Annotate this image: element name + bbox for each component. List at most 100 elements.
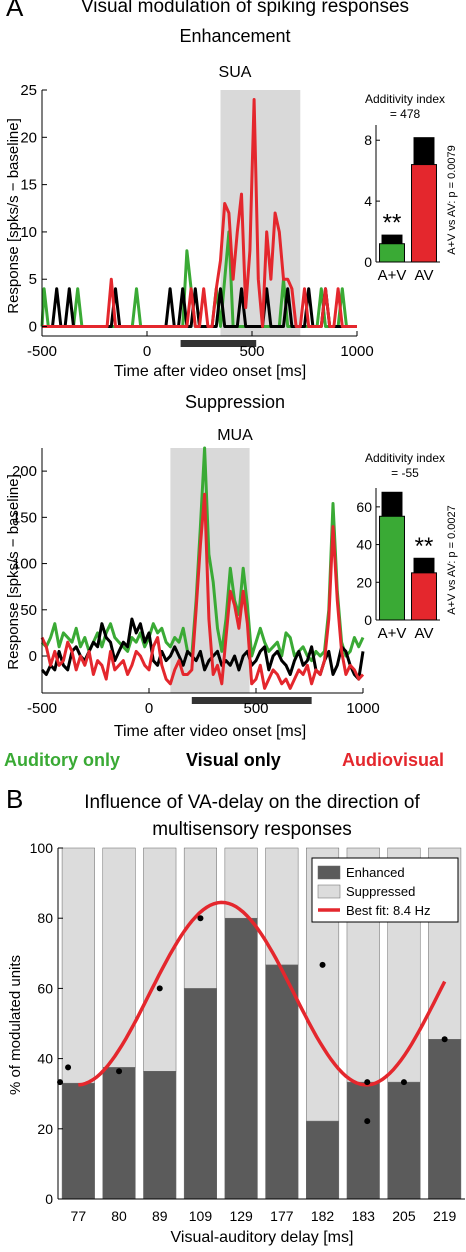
suppressed-bar-80 xyxy=(102,847,136,1068)
data-point xyxy=(156,985,163,992)
panel-b-label: B xyxy=(6,784,23,814)
va-delay-title-line-2: multisensory responses xyxy=(152,819,352,840)
y-tick-label: 15 xyxy=(20,177,37,194)
va-delay-ylabel: % of modulated units xyxy=(7,955,24,1095)
y-tick-label: 10 xyxy=(20,224,37,241)
series-line-auditory xyxy=(40,230,357,328)
mua-xlabel: Time after video onset [ms] xyxy=(114,723,306,740)
y-tick-label: 60 xyxy=(37,980,53,996)
mua-ylabel: Response [spks/s − baseline] xyxy=(5,474,22,670)
enhanced-bar-77 xyxy=(61,1082,95,1200)
data-point xyxy=(197,915,204,922)
enhanced-bar-183 xyxy=(346,1081,380,1200)
legend-enhanced-label: Enhanced xyxy=(346,865,405,880)
va-delay-xlabel: Visual-auditory delay [ms] xyxy=(171,1229,354,1246)
series-legend: Auditory only Visual only Audiovisual xyxy=(0,750,466,774)
enhanced-bar-80 xyxy=(102,1067,136,1200)
stimulus-bar xyxy=(191,697,312,704)
data-point xyxy=(441,1036,448,1043)
data-point xyxy=(116,1068,123,1075)
enhanced-bar-219 xyxy=(428,1039,462,1200)
y-tick-label: 20 xyxy=(356,574,372,590)
data-point xyxy=(65,1064,72,1071)
error-bar-AV xyxy=(413,137,435,165)
y-tick-label: 8 xyxy=(364,132,372,148)
sua-subtitle: SUA xyxy=(219,64,252,81)
x-tick-label: 77 xyxy=(71,1208,87,1224)
legend-suppressed-swatch xyxy=(317,884,341,899)
sua-bars-ylabel: A+V vs AV: p = 0.0079 xyxy=(446,145,458,254)
y-tick-label: 20 xyxy=(37,1121,53,1137)
bar-category-label: AV xyxy=(415,625,434,642)
x-tick-label: 109 xyxy=(189,1208,213,1224)
x-tick-label: 205 xyxy=(392,1208,416,1224)
x-tick-label: 1000 xyxy=(340,343,373,360)
va-delay-legend: Enhanced Suppressed Best fit: 8.4 Hz xyxy=(311,857,459,923)
y-tick-label: 40 xyxy=(356,537,372,553)
y-tick-label: 100 xyxy=(12,556,37,573)
data-point xyxy=(364,1079,371,1086)
y-tick-label: 0 xyxy=(29,648,37,665)
series-line-audiovisual xyxy=(42,98,357,328)
bar-A+V xyxy=(379,515,405,621)
y-tick-label: 0 xyxy=(364,612,372,628)
sua-xlabel: Time after video onset [ms] xyxy=(114,363,306,380)
mua-bars-title: Additivity index xyxy=(365,451,445,465)
significance-marker: ** xyxy=(415,533,434,560)
error-bar-AV xyxy=(413,557,435,573)
x-tick-label: 80 xyxy=(111,1208,127,1224)
enhanced-bar-205 xyxy=(387,1081,421,1200)
sua-ylabel: Response [spks/s − baseline] xyxy=(5,118,22,314)
data-point xyxy=(319,961,326,968)
enhanced-bar-177 xyxy=(265,964,299,1200)
y-tick-label: 0 xyxy=(45,1191,53,1207)
y-tick-label: 100 xyxy=(30,840,54,856)
y-tick-label: 25 xyxy=(20,82,37,99)
best-fit-curve xyxy=(78,900,447,1087)
y-tick-label: 20 xyxy=(20,129,37,146)
y-tick-label: 0 xyxy=(29,319,37,336)
legend-best-fit-label: Best fit: 8.4 Hz xyxy=(346,903,431,918)
bar-category-label: A+V xyxy=(378,267,407,284)
suppressed-bar-177 xyxy=(265,847,299,966)
x-tick-label: 500 xyxy=(239,343,264,360)
x-tick-label: -500 xyxy=(27,700,57,717)
x-tick-label: 89 xyxy=(152,1208,168,1224)
x-tick-label: -500 xyxy=(27,343,57,360)
bar-category-label: A+V xyxy=(378,625,407,642)
legend-enhanced-swatch xyxy=(317,865,341,880)
y-tick-label: 50 xyxy=(20,602,37,619)
x-tick-label: 177 xyxy=(270,1208,294,1224)
mua-bars-subtitle: = -55 xyxy=(391,466,419,480)
data-point xyxy=(57,1079,64,1086)
series-line-audiovisual xyxy=(40,492,365,690)
suppressed-bar-89 xyxy=(143,847,177,1072)
legend-audiovisual: Audiovisual xyxy=(342,750,445,770)
bar-category-label: AV xyxy=(415,267,434,284)
sua-bars-title: Additivity index xyxy=(365,92,445,106)
bar-AV xyxy=(411,164,437,263)
y-tick-label: 80 xyxy=(37,910,53,926)
y-tick-label: 40 xyxy=(37,1051,53,1067)
mua-title: Suppression xyxy=(185,392,285,412)
x-tick-label: 0 xyxy=(145,700,153,717)
legend-visual-only: Visual only xyxy=(186,750,281,770)
y-tick-label: 0 xyxy=(364,254,372,270)
va-delay-stacked-bar-chart: 77 80 89 109 129 177 182 183 205 219 0 20 40 60 80 100 E… xyxy=(30,840,465,1224)
x-tick-label: 129 xyxy=(229,1208,253,1224)
x-tick-label: 182 xyxy=(311,1208,335,1224)
series-line-visual xyxy=(40,617,365,681)
suppressed-bar-77 xyxy=(61,847,95,1084)
bar-A+V xyxy=(379,243,405,263)
va-delay-title-line-1: Influence of VA-delay on the direction o… xyxy=(84,792,420,813)
data-point xyxy=(400,1079,407,1086)
data-point xyxy=(364,1118,371,1125)
suppressed-bar-129 xyxy=(224,847,258,919)
x-tick-label: 183 xyxy=(352,1208,376,1224)
sua-bars-subtitle: = 478 xyxy=(390,107,421,121)
y-tick-label: 150 xyxy=(12,509,37,526)
legend-suppressed-label: Suppressed xyxy=(346,884,415,899)
panel-a-title: Visual modulation of spiking responses xyxy=(81,0,409,17)
